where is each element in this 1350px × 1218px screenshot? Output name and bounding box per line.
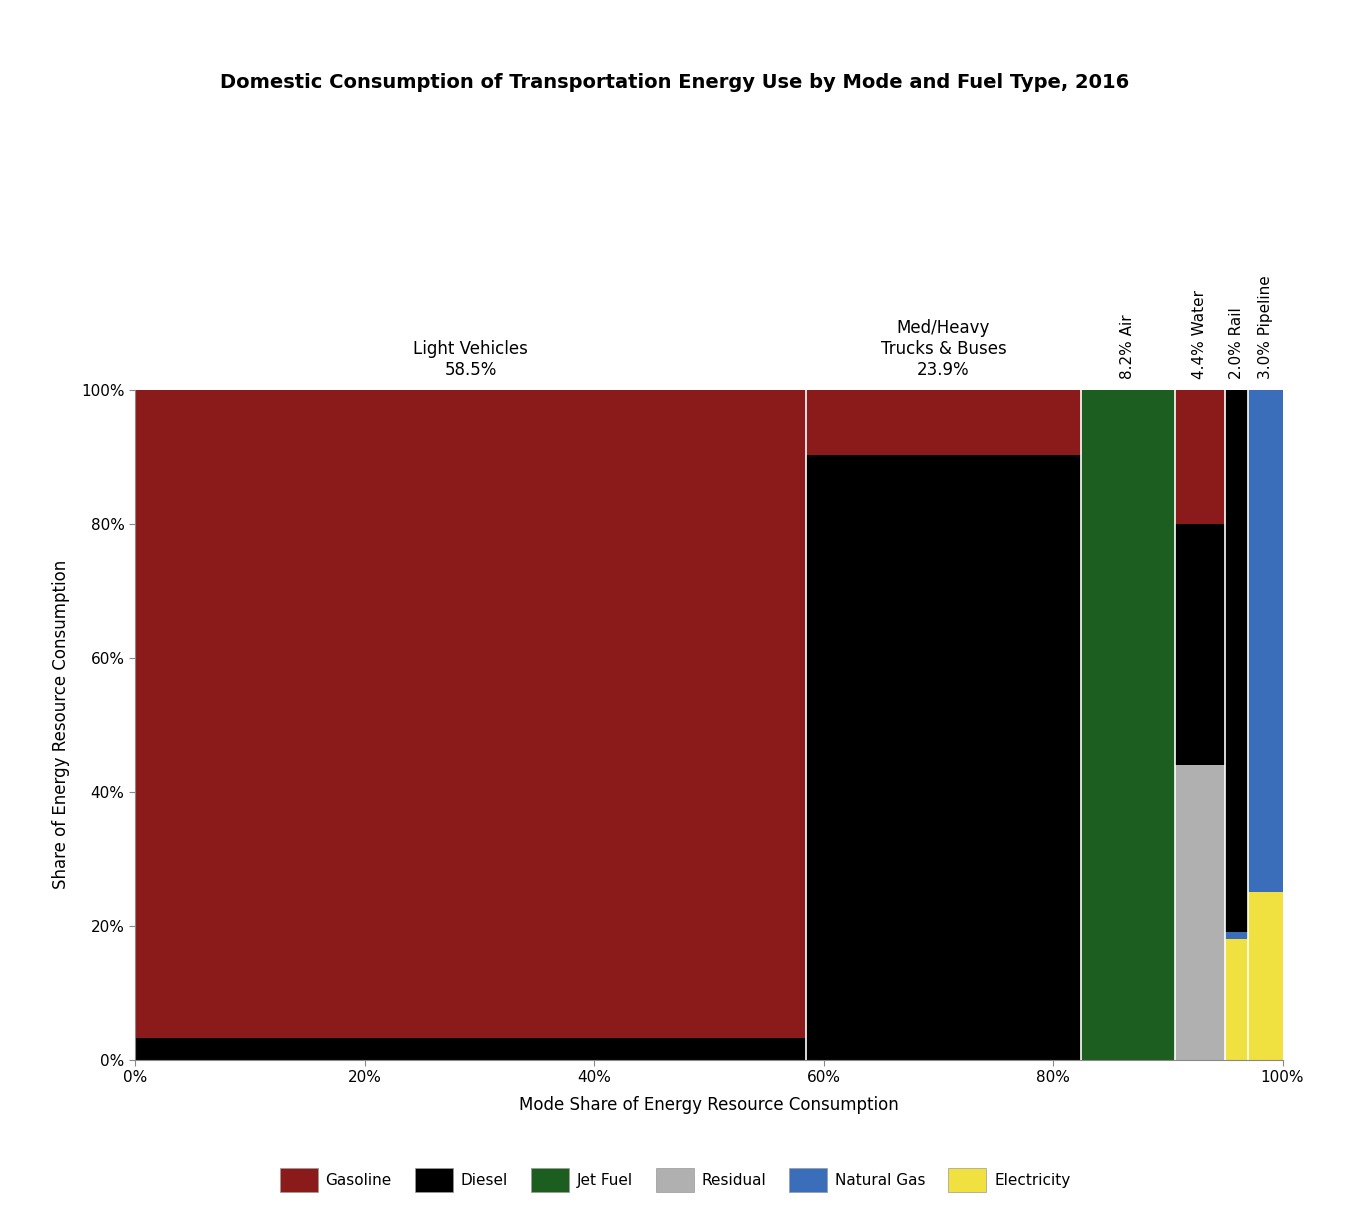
Bar (135, 390, 806, 1038)
Bar (806, 390, 1080, 456)
Bar (1226, 390, 1247, 933)
Bar (1247, 390, 1282, 892)
Text: Light Vehicles
58.5%: Light Vehicles 58.5% (413, 340, 528, 379)
Bar (806, 456, 1080, 1060)
Text: 2.0% Rail: 2.0% Rail (1228, 307, 1245, 379)
X-axis label: Mode Share of Energy Resource Consumption: Mode Share of Energy Resource Consumptio… (518, 1096, 899, 1114)
Bar (1226, 939, 1247, 1060)
Bar (1174, 524, 1226, 765)
Bar (135, 1038, 806, 1060)
Bar (1247, 892, 1282, 1060)
Text: Domestic Consumption of Transportation Energy Use by Mode and Fuel Type, 2016: Domestic Consumption of Transportation E… (220, 73, 1130, 93)
Bar (1174, 390, 1226, 524)
Text: 8.2% Air: 8.2% Air (1120, 314, 1135, 379)
Text: 3.0% Pipeline: 3.0% Pipeline (1258, 275, 1273, 379)
Bar (1174, 765, 1226, 1060)
Legend: Gasoline, Diesel, Jet Fuel, Residual, Natural Gas, Electricity: Gasoline, Diesel, Jet Fuel, Residual, Na… (274, 1162, 1076, 1199)
Bar (1226, 933, 1247, 939)
Bar (1080, 390, 1174, 1060)
Y-axis label: Share of Energy Resource Consumption: Share of Energy Resource Consumption (51, 560, 70, 889)
Text: Med/Heavy
Trucks & Buses
23.9%: Med/Heavy Trucks & Buses 23.9% (880, 319, 1006, 379)
Text: 4.4% Water: 4.4% Water (1192, 290, 1207, 379)
